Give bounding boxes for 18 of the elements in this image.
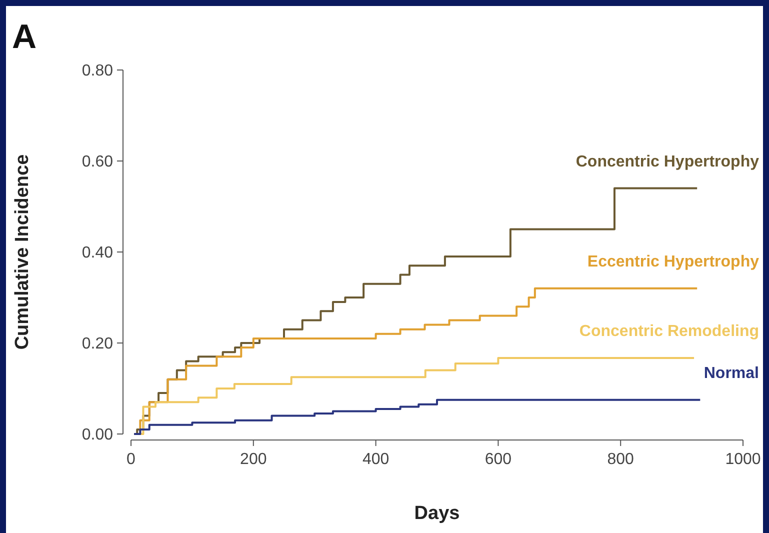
series-label: Eccentric Hypertrophy [587, 253, 760, 270]
series-label: Concentric Remodeling [579, 323, 759, 340]
x-tick-label: 400 [362, 451, 390, 468]
x-tick-label: 0 [126, 451, 136, 468]
series-label: Concentric Hypertrophy [576, 153, 760, 170]
y-tick-label: 0.40 [82, 244, 114, 262]
y-axis-title: Cumulative Incidence [12, 154, 33, 350]
x-tick-label: 600 [484, 451, 512, 468]
x-tick-label: 1000 [725, 451, 761, 468]
series-label: Normal [704, 364, 759, 382]
y-tick-label: 0.60 [82, 154, 114, 171]
y-tick-label: 0.80 [82, 62, 114, 80]
y-tick-label: 0.20 [82, 336, 114, 353]
x-tick-label: 800 [607, 451, 634, 468]
text: A [12, 18, 37, 56]
x-axis-title: Days [414, 503, 460, 524]
x-tick-label: 200 [240, 451, 267, 468]
y-tick-label: 0.00 [82, 426, 114, 444]
